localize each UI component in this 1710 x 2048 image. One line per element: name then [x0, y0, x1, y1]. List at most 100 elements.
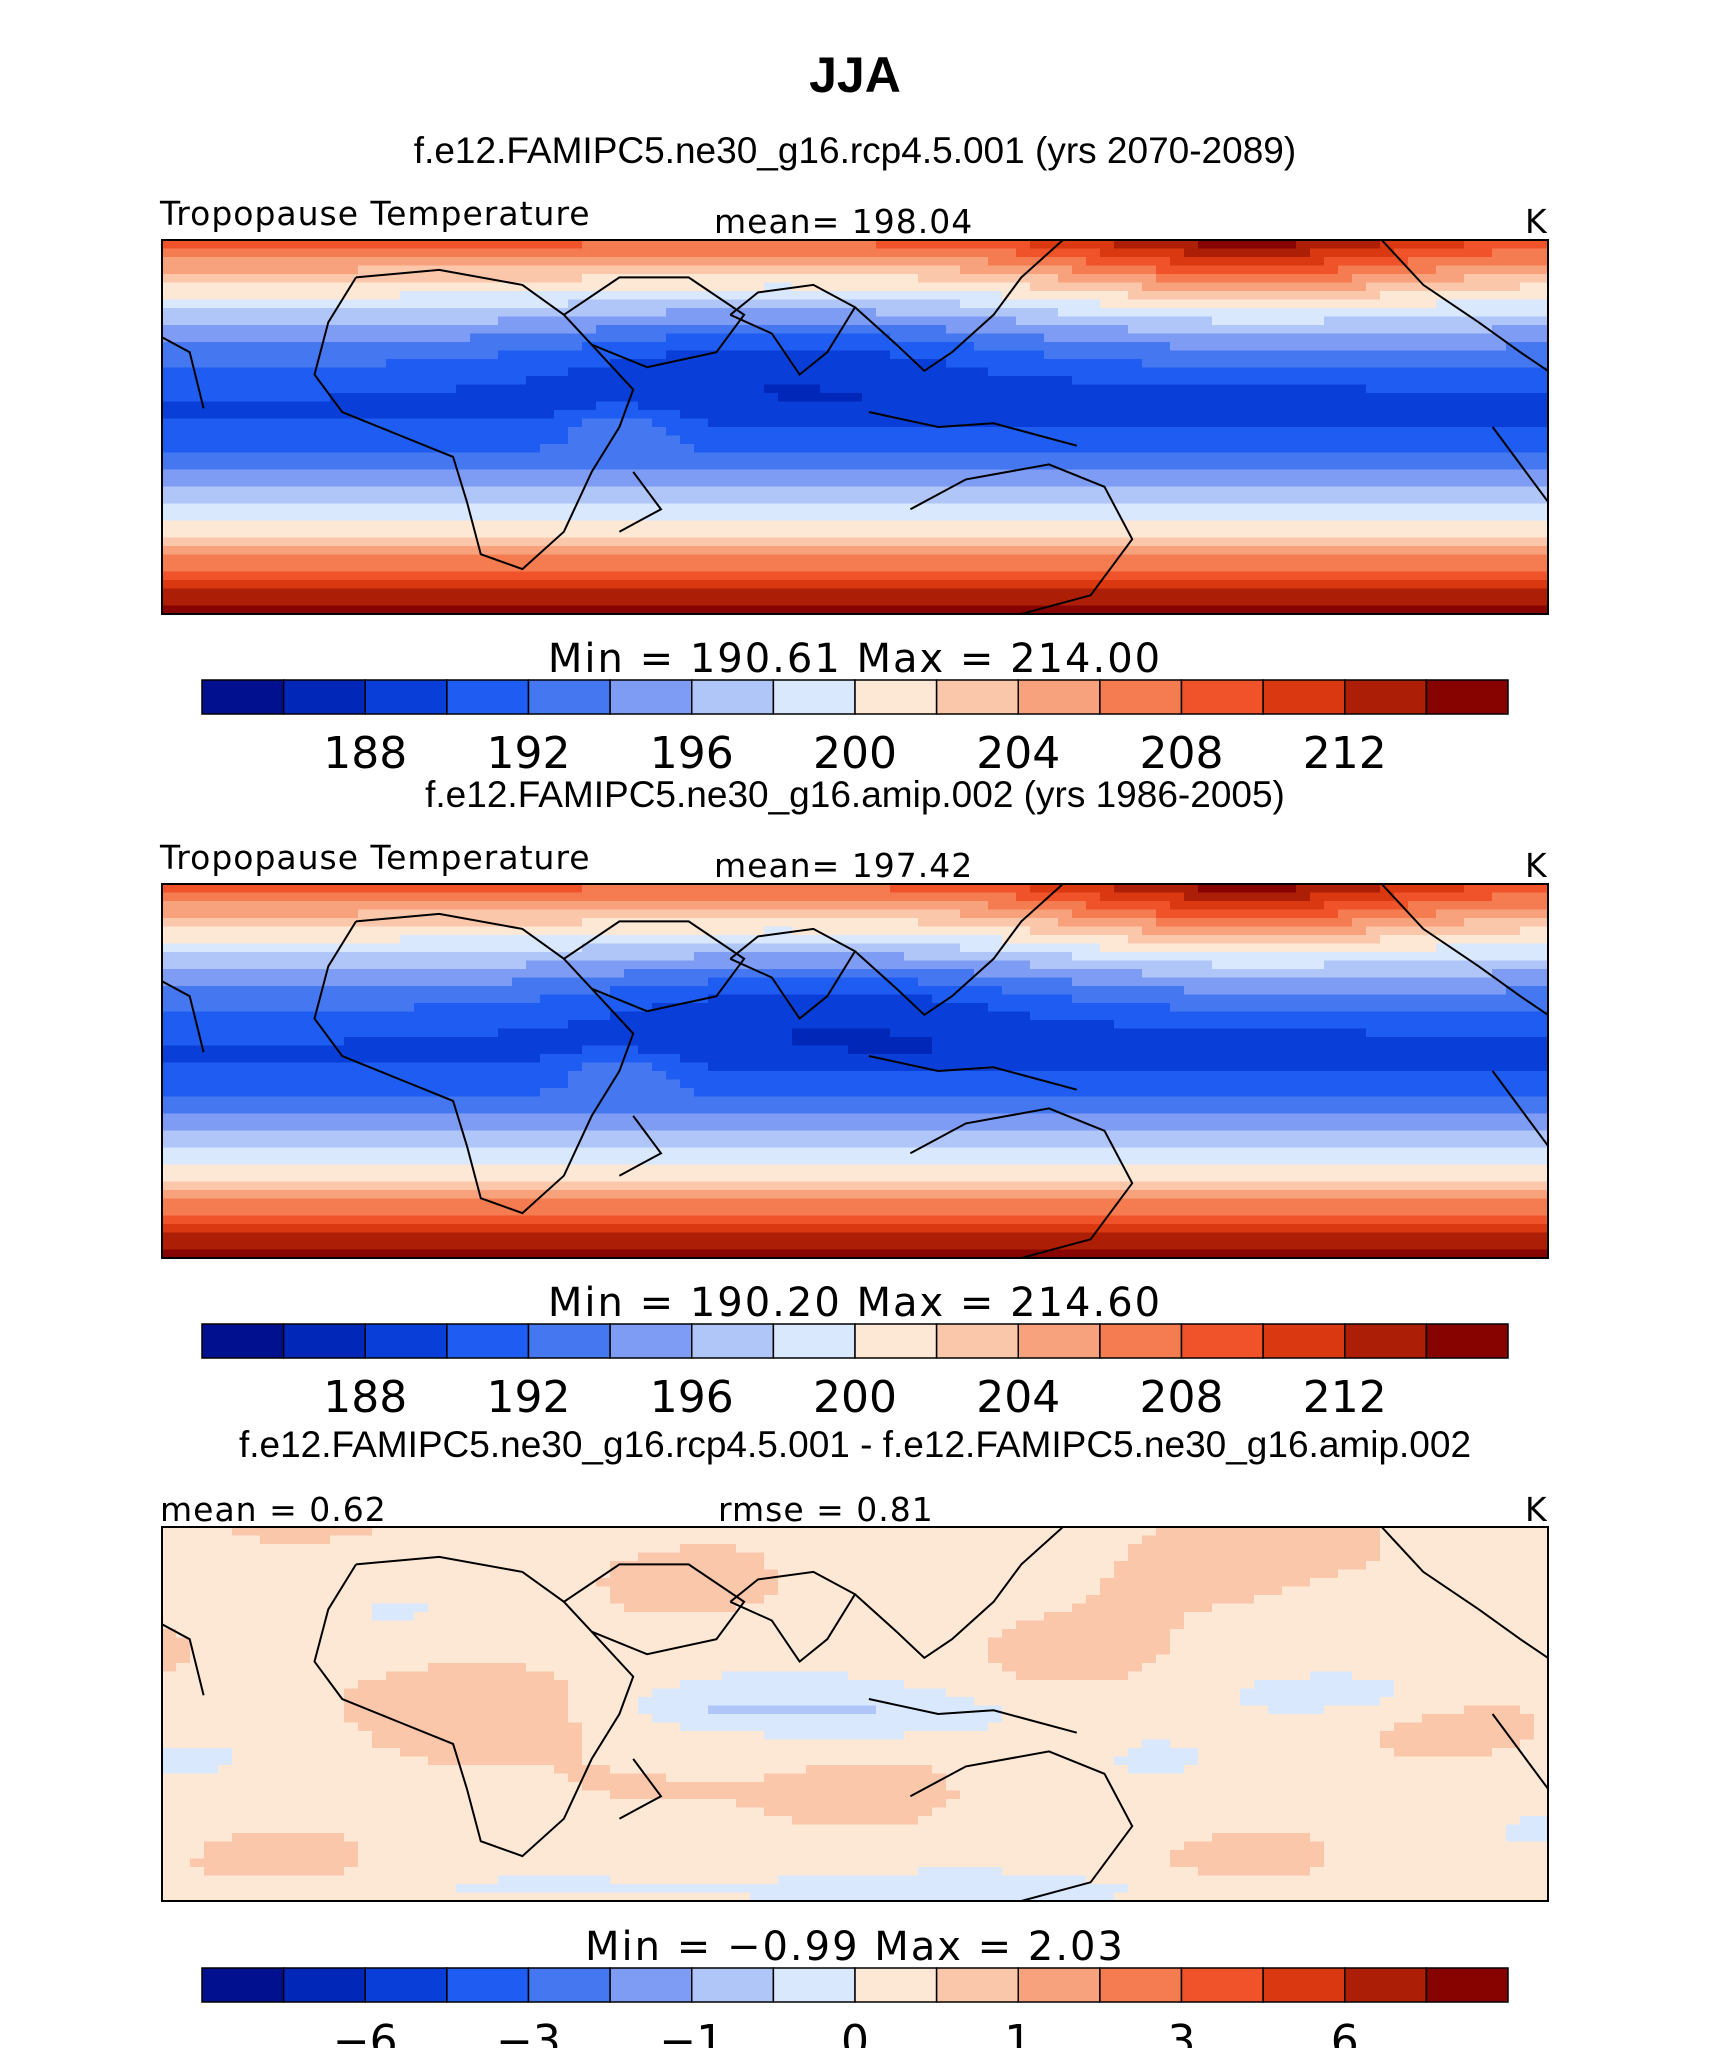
colorbar-tick-label: 196 [650, 1372, 734, 1423]
colorbar-box [691, 1967, 775, 2003]
colorbar-tick-label: 188 [323, 1372, 407, 1423]
colorbar-box [201, 679, 285, 715]
colorbar-box [364, 1967, 448, 2003]
colorbar-tick-label: 212 [1303, 728, 1387, 779]
colorbar-tick-label: −1 [659, 2016, 724, 2048]
panel3-rmse-label: rmse = 0.81 [718, 1490, 934, 1529]
colorbar-box [1262, 1323, 1346, 1359]
colorbar-box [1180, 1323, 1264, 1359]
coastlines [162, 240, 1548, 614]
colorbar-box [609, 1967, 693, 2003]
map-frame [161, 1526, 1549, 1902]
colorbar-box [1017, 1967, 1101, 2003]
panel1-minmax: Min = 190.61 Max = 214.00 [547, 636, 1163, 682]
coastlines [162, 1527, 1548, 1901]
panel3-unit-label: K [1525, 1490, 1548, 1529]
contour-field [162, 1527, 1548, 1901]
colorbar-tick-label: 1 [1004, 2016, 1032, 2048]
colorbar-3: −6 −3 −1 0 1 3 6 [201, 1967, 1509, 2048]
colorbar-box [935, 679, 1019, 715]
colorbar-box [282, 1967, 366, 2003]
colorbar-box [527, 1323, 611, 1359]
colorbar-box [527, 1967, 611, 2003]
colorbar-box [772, 679, 856, 715]
colorbar-tick-label: 200 [813, 1372, 897, 1423]
panel2-unit-label: K [1525, 846, 1548, 885]
colorbar-box [691, 679, 775, 715]
colorbar-1: 188 192 196 200 204 208 212 [201, 679, 1509, 779]
panel3-minmax: Min = −0.99 Max = 2.03 [585, 1924, 1125, 1970]
colorbar-box [446, 679, 530, 715]
colorbar-box [446, 1967, 530, 2003]
colorbar-box [935, 1323, 1019, 1359]
colorbar-box [1344, 1323, 1428, 1359]
colorbar-box [1344, 1967, 1428, 2003]
colorbar-tick-label: 6 [1331, 2016, 1359, 2048]
panel1-left-label: Tropopause Temperature [160, 194, 591, 233]
colorbar-box [854, 1967, 938, 2003]
panel3-case-title: f.e12.FAMIPC5.ne30_g16.rcp4.5.001 - f.e1… [238, 1424, 1472, 1465]
colorbar-box [1099, 679, 1183, 715]
colorbar-box [282, 1323, 366, 1359]
colorbar-box [201, 1323, 285, 1359]
colorbar-box [854, 1323, 938, 1359]
colorbar-box [1425, 679, 1509, 715]
colorbar-box [772, 1967, 856, 2003]
contour-field [162, 884, 1548, 1258]
colorbar-tick-label: −3 [496, 2016, 561, 2048]
colorbar-box [1017, 1323, 1101, 1359]
colorbar-tick-label: 204 [976, 1372, 1060, 1423]
colorbar-tick-label: 212 [1303, 1372, 1387, 1423]
coastlines [162, 884, 1548, 1258]
colorbar-tick-label: 188 [323, 728, 407, 779]
map-frame [161, 239, 1549, 615]
colorbar-2: 188 192 196 200 204 208 212 [201, 1323, 1509, 1423]
colorbar-box [772, 1323, 856, 1359]
colorbar-tick-label: 208 [1140, 728, 1224, 779]
colorbar-box [691, 1323, 775, 1359]
panel1-case-title: f.e12.FAMIPC5.ne30_g16.rcp4.5.001 (yrs 2… [413, 130, 1297, 171]
colorbar-tick-label: 200 [813, 728, 897, 779]
colorbar-box [609, 1323, 693, 1359]
colorbar-box [1017, 679, 1101, 715]
colorbar-box [609, 679, 693, 715]
colorbar-box [446, 1323, 530, 1359]
colorbar-box [1262, 1967, 1346, 2003]
colorbar-tick-label: 3 [1168, 2016, 1196, 2048]
figure-title: JJA [809, 47, 901, 103]
panel3-mean-label: mean = 0.62 [160, 1490, 387, 1529]
contour-field [162, 240, 1548, 614]
colorbar-tick-label: 192 [487, 728, 571, 779]
colorbar-box [282, 679, 366, 715]
colorbar-box [854, 679, 938, 715]
colorbar-box [1180, 1967, 1264, 2003]
colorbar-box [527, 679, 611, 715]
map-panel-1 [161, 239, 1549, 615]
colorbar-box [1344, 679, 1428, 715]
panel2-minmax: Min = 190.20 Max = 214.60 [547, 1280, 1163, 1326]
colorbar-box [1425, 1323, 1509, 1359]
colorbar-box [201, 1967, 285, 2003]
panel2-mean-label: mean= 197.42 [714, 846, 974, 885]
colorbar-tick-label: 204 [976, 728, 1060, 779]
colorbar-tick-label: 192 [487, 1372, 571, 1423]
colorbar-box [364, 679, 448, 715]
colorbar-box [935, 1967, 1019, 2003]
colorbar-box [1099, 1967, 1183, 2003]
map-frame [161, 883, 1549, 1259]
colorbar-box [1262, 679, 1346, 715]
map-panel-3 [161, 1526, 1549, 1902]
colorbar-tick-label: −6 [333, 2016, 398, 2048]
colorbar-box [1425, 1967, 1509, 2003]
colorbar-box [1180, 679, 1264, 715]
colorbar-tick-label: 208 [1140, 1372, 1224, 1423]
panel2-left-label: Tropopause Temperature [160, 838, 591, 877]
panel2-case-title: f.e12.FAMIPC5.ne30_g16.amip.002 (yrs 198… [425, 774, 1285, 815]
map-panel-2 [161, 883, 1549, 1259]
colorbar-tick-label: 0 [841, 2016, 869, 2048]
colorbar-box [364, 1323, 448, 1359]
colorbar-tick-label: 196 [650, 728, 734, 779]
colorbar-box [1099, 1323, 1183, 1359]
panel1-unit-label: K [1525, 202, 1548, 241]
